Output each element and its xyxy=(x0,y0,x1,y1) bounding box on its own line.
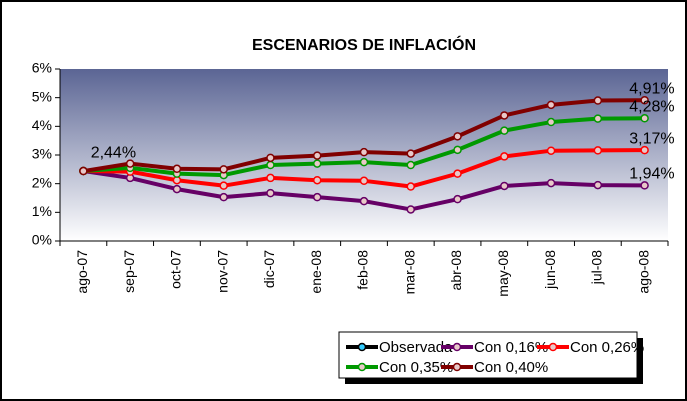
data-point xyxy=(312,151,322,160)
legend-marker xyxy=(357,362,367,372)
chart-title: ESCENARIOS DE INFLACIÓN xyxy=(252,35,476,54)
data-point xyxy=(546,178,556,188)
data-point xyxy=(312,175,322,185)
data-point xyxy=(359,157,369,167)
data-label: 1,94% xyxy=(629,166,674,183)
y-tick-label: 2% xyxy=(32,174,52,190)
data-point xyxy=(359,176,369,186)
data-point xyxy=(453,169,462,178)
data-point xyxy=(219,192,228,202)
data-point xyxy=(125,159,135,168)
data-point xyxy=(546,100,556,110)
data-point xyxy=(500,181,509,191)
data-label: 4,91% xyxy=(629,80,674,97)
x-tick-label: ago-08 xyxy=(635,250,651,294)
data-point xyxy=(640,114,649,123)
y-tick-label: 4% xyxy=(32,117,52,133)
x-tick-label: abr-08 xyxy=(448,250,464,291)
x-tick-label: jun-08 xyxy=(542,250,558,290)
data-point xyxy=(219,165,228,174)
y-tick-label: 6% xyxy=(32,60,52,76)
data-point xyxy=(546,117,556,127)
y-tick-label: 1% xyxy=(32,203,52,219)
data-label: 2,44% xyxy=(91,144,136,161)
data-point xyxy=(500,111,509,120)
x-tick-label: oct-07 xyxy=(168,250,184,289)
x-tick-label: ene-08 xyxy=(308,250,324,294)
data-point xyxy=(593,146,603,155)
data-point xyxy=(500,152,509,161)
legend-label: Observada xyxy=(379,339,453,356)
data-point xyxy=(406,205,416,214)
x-tick-label: dic-07 xyxy=(261,250,277,288)
x-tick-label: sep-07 xyxy=(121,250,137,293)
data-point xyxy=(640,145,649,155)
data-point xyxy=(172,184,182,194)
y-tick-label: 0% xyxy=(32,232,52,248)
legend-label: Con 0,16% xyxy=(474,339,548,356)
data-point xyxy=(453,132,462,141)
data-label: 3,17% xyxy=(629,130,674,147)
legend-marker xyxy=(357,342,367,352)
data-point xyxy=(593,96,603,105)
legend-marker xyxy=(452,362,462,372)
data-point xyxy=(640,181,649,190)
data-point xyxy=(266,173,275,183)
data-point xyxy=(406,182,416,191)
data-point xyxy=(312,192,322,202)
data-point xyxy=(546,146,556,155)
y-tick-label: 3% xyxy=(32,146,52,162)
data-point xyxy=(266,188,275,198)
data-point xyxy=(593,114,603,123)
legend-label: Con 0,26% xyxy=(570,339,644,356)
data-point xyxy=(266,153,275,163)
data-point xyxy=(172,164,182,174)
data-point xyxy=(266,160,275,170)
data-label: 4,28% xyxy=(629,99,674,116)
legend-label: Con 0,40% xyxy=(474,359,548,376)
legend-box xyxy=(338,331,638,379)
data-point xyxy=(79,166,88,176)
data-point xyxy=(453,145,462,155)
data-point xyxy=(406,160,416,170)
data-point xyxy=(593,180,603,190)
data-point xyxy=(453,194,462,204)
y-tick-label: 5% xyxy=(32,88,52,104)
x-tick-label: feb-08 xyxy=(355,250,371,290)
x-tick-label: jul-08 xyxy=(589,250,605,285)
x-tick-label: ago-07 xyxy=(74,250,90,294)
data-point xyxy=(640,95,649,105)
data-point xyxy=(359,147,369,157)
data-point xyxy=(359,196,369,206)
data-point xyxy=(500,126,509,135)
x-tick-label: mar-08 xyxy=(401,250,417,295)
legend-marker xyxy=(548,342,558,352)
legend-label: Con 0,35% xyxy=(379,359,453,376)
legend-marker xyxy=(452,342,462,352)
data-point xyxy=(312,159,322,168)
x-tick-label: may-08 xyxy=(495,250,511,297)
data-point xyxy=(219,181,228,190)
x-tick-label: nov-07 xyxy=(214,250,230,293)
data-point xyxy=(406,149,416,158)
